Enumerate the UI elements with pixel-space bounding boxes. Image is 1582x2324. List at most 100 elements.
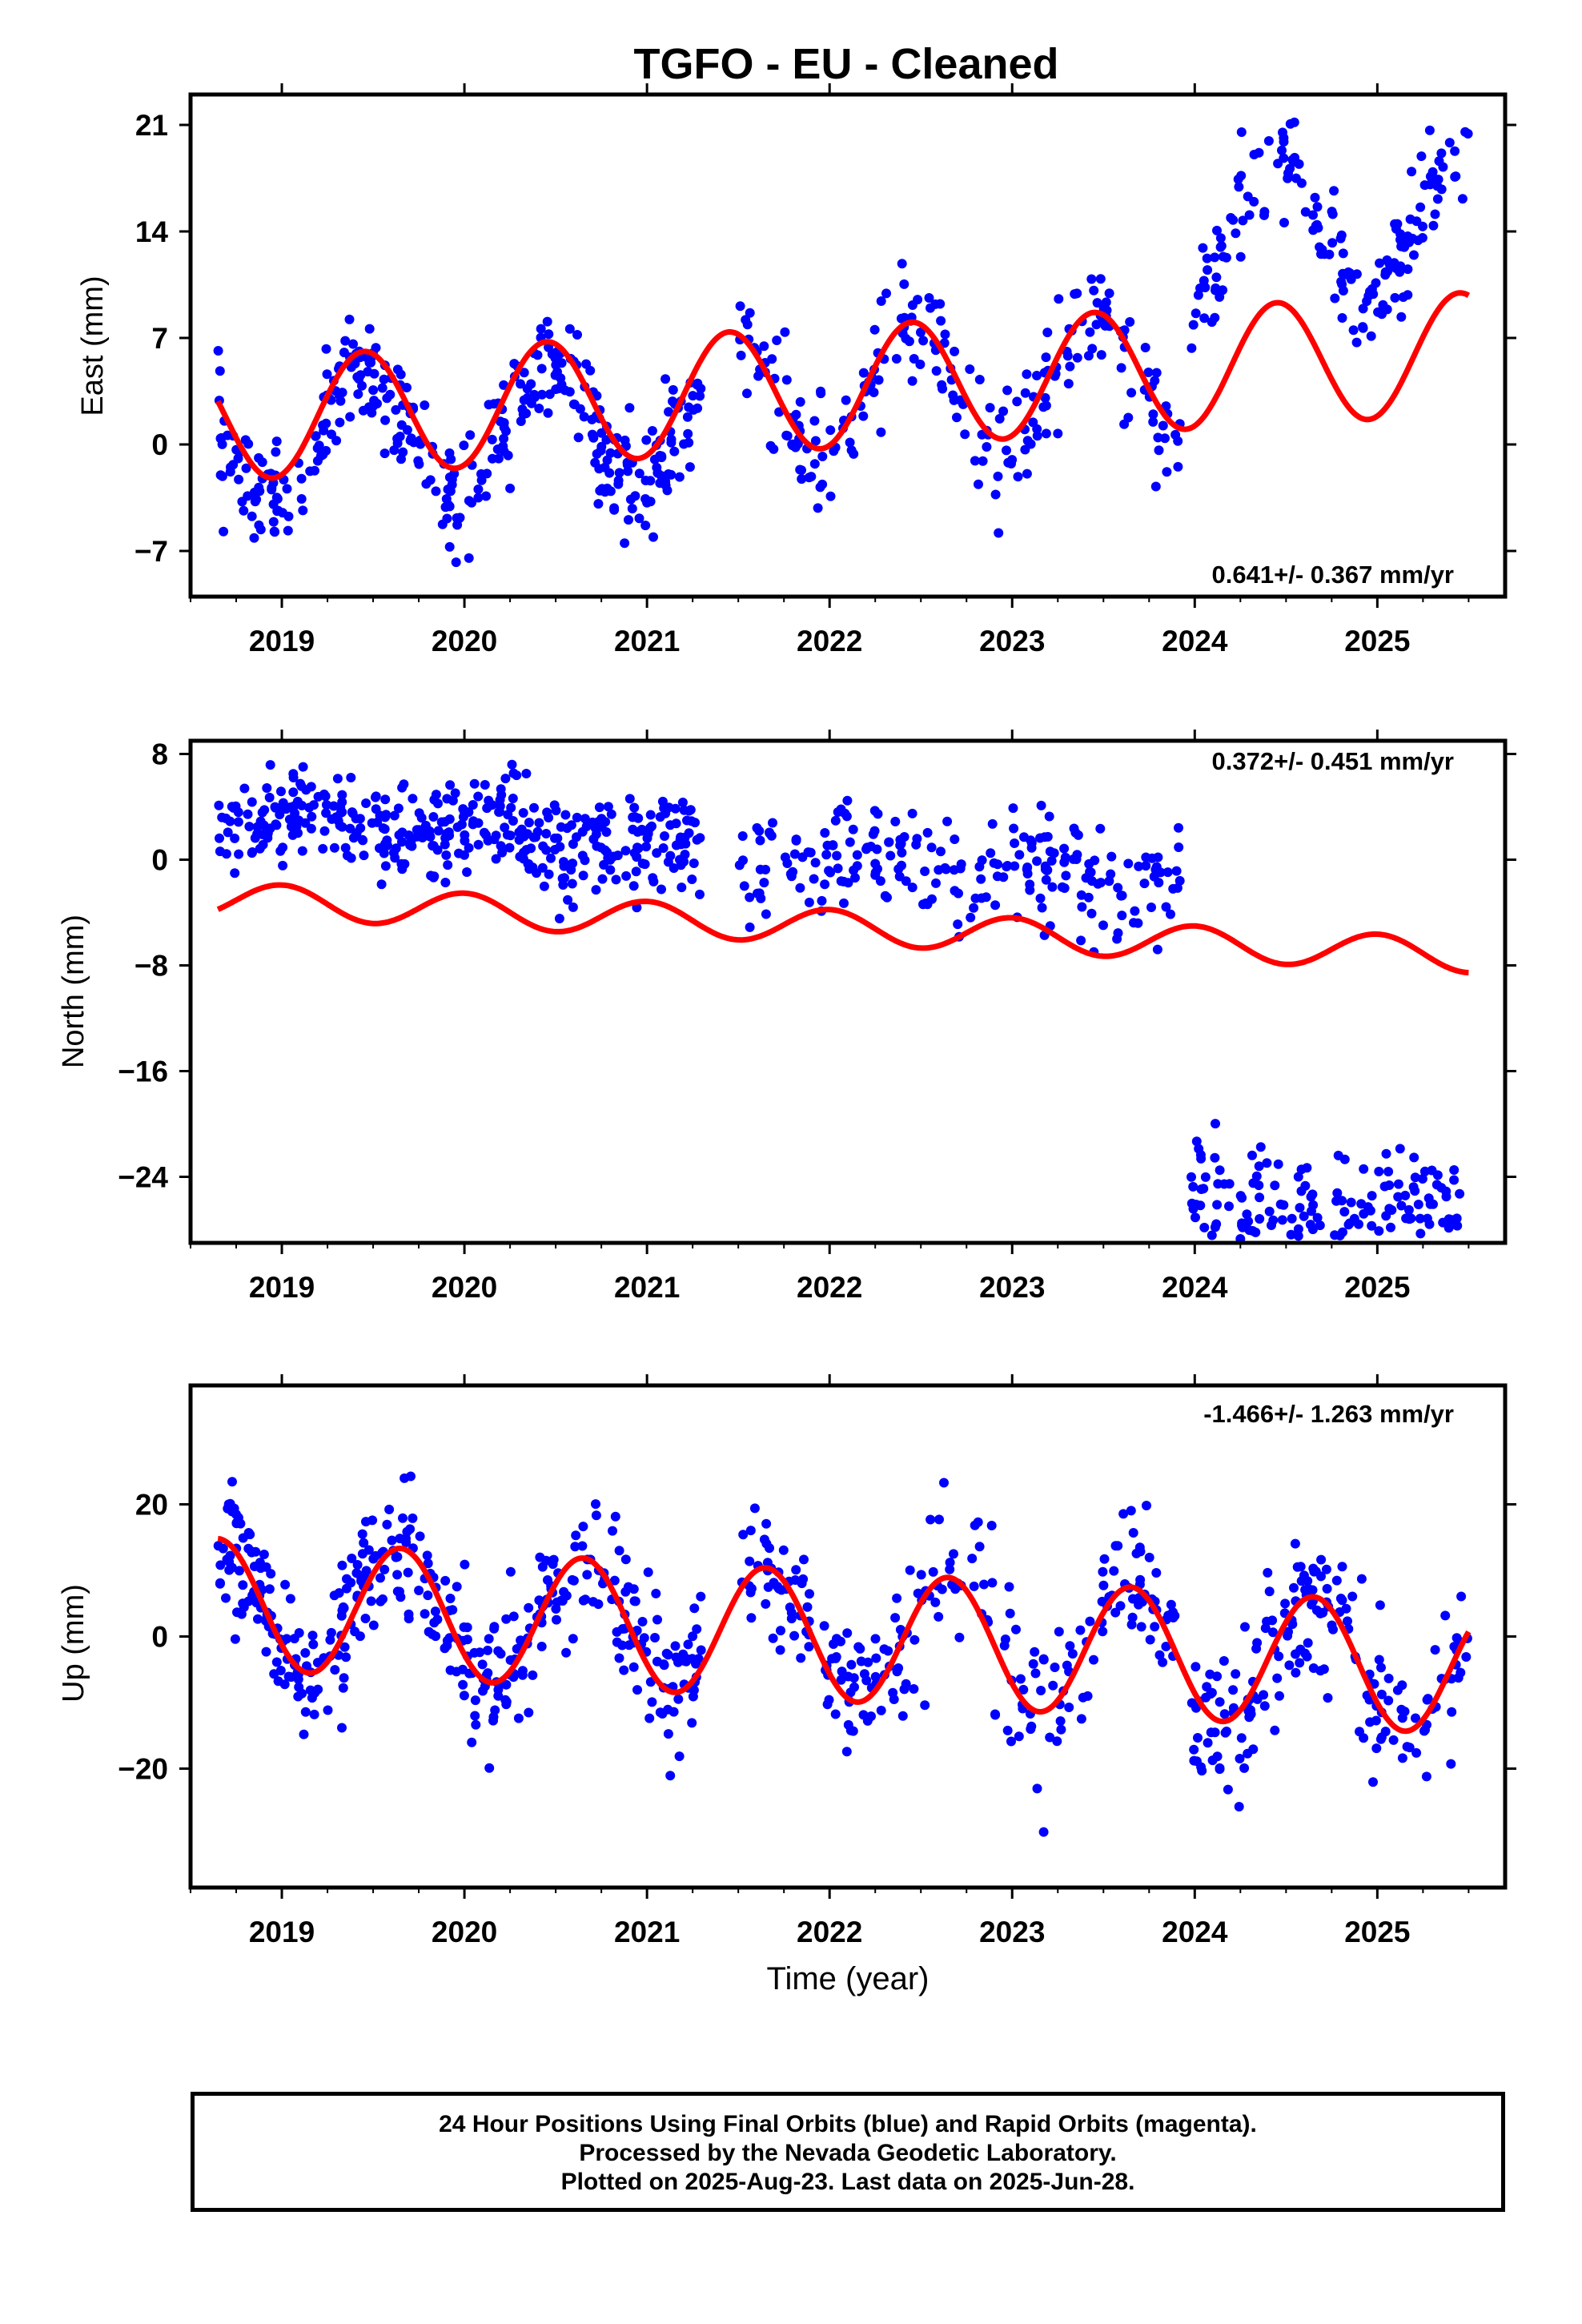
north-point xyxy=(1296,1164,1307,1175)
north-point xyxy=(518,808,528,818)
east-point xyxy=(978,456,988,466)
up-point xyxy=(920,1700,930,1711)
up-point xyxy=(1316,1554,1327,1565)
east-point xyxy=(1308,225,1319,235)
up-ytick-label: 0 xyxy=(151,1621,168,1654)
up-point xyxy=(359,1538,369,1548)
east-point xyxy=(1140,343,1150,352)
east-point xyxy=(283,511,294,521)
north-point xyxy=(873,864,882,874)
north-point xyxy=(460,830,470,840)
north-point xyxy=(739,881,749,891)
north-point xyxy=(346,773,356,782)
east-point xyxy=(1327,209,1338,219)
up-point xyxy=(1075,1625,1086,1635)
north-point xyxy=(1215,1165,1225,1176)
north-xtick-label: 2024 xyxy=(1162,1271,1228,1304)
north-point xyxy=(1036,800,1046,810)
east-point xyxy=(1020,388,1030,398)
east-point xyxy=(876,296,886,306)
north-point xyxy=(1186,1198,1197,1208)
east-point xyxy=(1116,363,1126,373)
up-point xyxy=(1215,1697,1225,1707)
north-point xyxy=(1174,842,1184,852)
east-point xyxy=(357,380,367,391)
north-point xyxy=(1090,855,1100,866)
north-point xyxy=(580,855,590,866)
north-point xyxy=(1073,830,1083,840)
north-point xyxy=(468,819,478,830)
east-point xyxy=(845,437,855,448)
north-point xyxy=(768,818,777,828)
east-point xyxy=(1211,272,1222,283)
east-point xyxy=(1383,266,1393,276)
east-point xyxy=(572,330,582,340)
up-point xyxy=(1251,1643,1262,1654)
up-point xyxy=(652,1614,662,1625)
up-xtick-label: 2025 xyxy=(1344,1916,1410,1948)
east-point xyxy=(1186,343,1197,353)
east-point xyxy=(817,452,828,461)
east-point xyxy=(1243,191,1253,202)
up-point xyxy=(221,1593,231,1603)
north-point xyxy=(264,792,275,802)
up-point xyxy=(501,1614,512,1624)
up-point xyxy=(422,1550,432,1561)
up-point xyxy=(822,1699,833,1710)
east-point xyxy=(1391,223,1401,234)
north-ytick-label: −16 xyxy=(118,1055,168,1088)
up-point xyxy=(591,1510,601,1521)
up-point xyxy=(1212,1671,1223,1682)
up-point xyxy=(524,1707,534,1718)
east-point xyxy=(243,439,254,449)
north-point xyxy=(1123,858,1134,869)
north-model-curve xyxy=(216,882,1469,975)
up-point xyxy=(279,1679,290,1690)
north-point xyxy=(450,788,460,798)
up-point xyxy=(799,1554,809,1565)
east-point xyxy=(1119,419,1130,429)
north-point xyxy=(307,811,317,822)
east-point xyxy=(1087,344,1098,354)
north-point xyxy=(1455,1188,1465,1199)
up-point xyxy=(1113,1541,1123,1551)
north-point xyxy=(508,816,518,826)
east-rate-label: 0.641+/- 0.367 mm/yr xyxy=(1212,561,1454,589)
east-point xyxy=(666,469,677,480)
up-point xyxy=(1456,1667,1466,1678)
up-point xyxy=(1383,1673,1394,1683)
east-point xyxy=(1460,127,1471,137)
east-point xyxy=(809,416,820,426)
north-point xyxy=(214,800,224,810)
up-point xyxy=(355,1631,365,1642)
up-point xyxy=(1189,1755,1199,1766)
east-point xyxy=(441,494,452,504)
up-point xyxy=(665,1771,676,1781)
east-data-points xyxy=(213,117,1473,568)
north-point xyxy=(1098,920,1108,931)
north-point xyxy=(433,826,444,836)
up-point xyxy=(261,1647,271,1657)
up-point xyxy=(934,1611,944,1622)
up-point xyxy=(899,1684,909,1695)
up-point xyxy=(517,1666,528,1676)
up-point xyxy=(406,1471,416,1482)
east-point xyxy=(609,505,620,515)
east-point xyxy=(655,451,665,460)
east-point xyxy=(1338,268,1348,279)
east-point xyxy=(1236,127,1247,137)
east-point xyxy=(1279,218,1289,227)
up-point xyxy=(398,1513,408,1523)
up-point xyxy=(1015,1674,1026,1684)
up-point xyxy=(213,1541,223,1551)
up-point xyxy=(363,1545,374,1555)
east-point xyxy=(314,440,324,451)
east-point xyxy=(473,485,484,494)
north-point xyxy=(1199,1222,1210,1232)
north-point xyxy=(284,814,295,825)
east-point xyxy=(481,491,492,501)
up-point xyxy=(330,1665,340,1675)
east-point xyxy=(522,384,532,394)
east-point xyxy=(254,452,264,463)
north-point xyxy=(1447,1215,1456,1225)
